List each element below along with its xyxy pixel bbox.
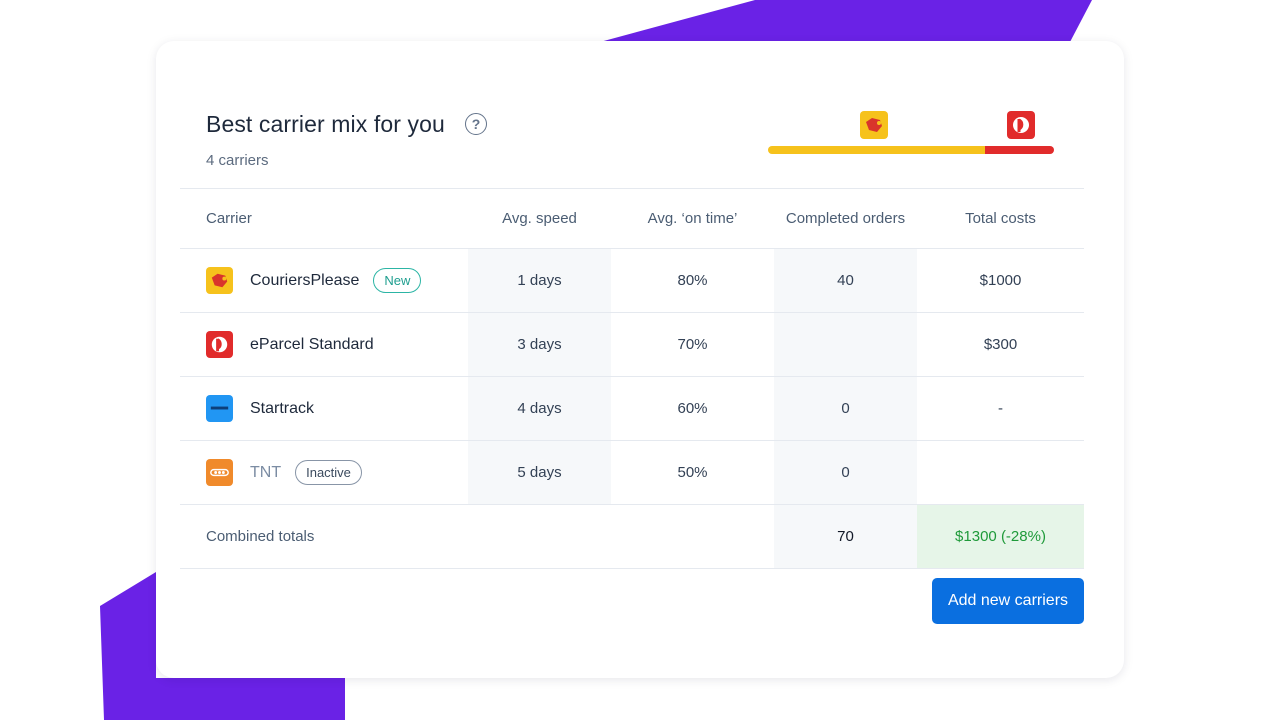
totals-row: Combined totals 70 $1300 (-28%) [180, 504, 1084, 569]
couriersplease-logo-icon [206, 267, 233, 294]
mix-segment-eparcel [985, 146, 1054, 154]
totals-savings: (-28%) [1000, 528, 1046, 545]
table-header-row: Carrier Avg. speed Avg. ‘on time’ Comple… [180, 188, 1084, 249]
table-row[interactable]: Startrack 4 days 60% 0 - [180, 376, 1084, 441]
table-row[interactable]: CouriersPlease New 1 days 80% 40 $1000 [180, 248, 1084, 313]
carrier-count: 4 carriers [206, 152, 269, 169]
inactive-badge: Inactive [295, 460, 362, 485]
orders-cell: 0 [774, 376, 917, 441]
carrier-mix-card: Best carrier mix for you ? 4 carriers Ca… [156, 41, 1124, 678]
add-new-carriers-button[interactable]: Add new carriers [932, 578, 1084, 624]
column-header-orders: Completed orders [774, 188, 917, 249]
on-time-cell: 70% [611, 312, 774, 377]
page-title: Best carrier mix for you [206, 111, 445, 137]
question-circle-icon[interactable]: ? [465, 113, 487, 135]
orders-cell: 0 [774, 440, 917, 505]
orders-cell [774, 312, 917, 377]
column-header-speed: Avg. speed [468, 188, 611, 249]
speed-cell: 3 days [468, 312, 611, 377]
totals-cost-value: $1300 [955, 528, 997, 545]
carrier-mix-bar [768, 146, 1054, 154]
orders-cell: 40 [774, 248, 917, 313]
speed-cell: 5 days [468, 440, 611, 505]
column-header-costs: Total costs [917, 188, 1084, 249]
couriersplease-logo-icon [860, 111, 888, 139]
on-time-cell: 80% [611, 248, 774, 313]
table-row[interactable]: eParcel Standard 3 days 70% $300 [180, 312, 1084, 377]
cost-cell: - [917, 376, 1084, 441]
carrier-name: TNT [250, 463, 282, 481]
on-time-cell: 60% [611, 376, 774, 441]
column-header-carrier: Carrier [180, 188, 468, 249]
cost-cell [917, 440, 1084, 505]
carrier-name: Startrack [250, 399, 315, 417]
auspost-logo-icon [1007, 111, 1035, 139]
carrier-name: CouriersPlease [250, 271, 360, 289]
auspost-logo-icon [206, 331, 233, 358]
totals-orders: 70 [774, 504, 917, 569]
totals-label: Combined totals [180, 504, 468, 569]
carrier-table: Carrier Avg. speed Avg. ‘on time’ Comple… [180, 188, 1084, 569]
speed-cell: 4 days [468, 376, 611, 441]
cost-cell: $300 [917, 312, 1084, 377]
on-time-cell: 50% [611, 440, 774, 505]
tnt-logo-icon [206, 459, 233, 486]
column-header-on-time: Avg. ‘on time’ [611, 188, 774, 249]
cost-cell: $1000 [917, 248, 1084, 313]
new-badge: New [373, 268, 422, 293]
startrack-logo-icon [206, 395, 233, 422]
speed-cell: 1 days [468, 248, 611, 313]
mix-segment-couriersplease [768, 146, 986, 154]
carrier-name: eParcel Standard [250, 335, 374, 353]
table-row[interactable]: TNT Inactive 5 days 50% 0 [180, 440, 1084, 505]
totals-cost: $1300 (-28%) [917, 504, 1084, 569]
